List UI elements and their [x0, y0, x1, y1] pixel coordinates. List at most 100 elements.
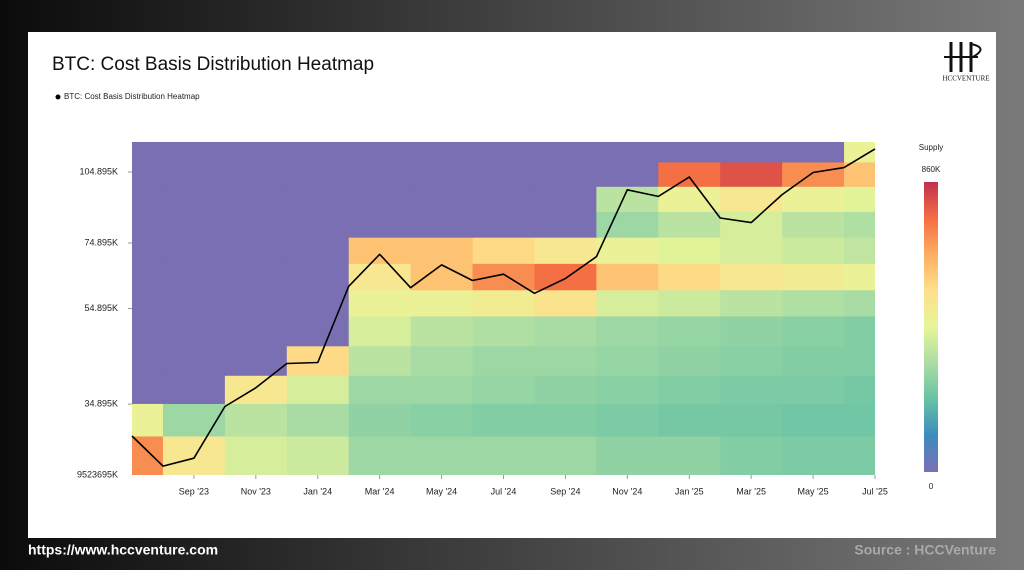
heat-cell	[410, 142, 474, 163]
heat-cell	[720, 263, 783, 291]
heat-cell	[348, 315, 412, 347]
heat-cell	[658, 315, 721, 347]
footer-url: https://www.hccventure.com	[28, 542, 218, 558]
heat-cell	[472, 263, 535, 291]
heat-cell	[844, 435, 875, 475]
heat-cell	[162, 237, 226, 264]
heat-cell	[658, 375, 721, 404]
heat-cell	[472, 403, 535, 437]
heat-cell	[348, 375, 412, 404]
heat-cell	[286, 315, 350, 347]
heat-cell	[782, 211, 845, 238]
y-min-label: 9523695K	[77, 469, 118, 479]
heat-cell	[224, 375, 288, 404]
heat-cell	[162, 142, 226, 163]
heat-cell	[472, 435, 535, 475]
heat-cell	[596, 315, 659, 347]
heat-cell	[720, 186, 783, 212]
heat-cell	[410, 161, 474, 187]
y-tick-label: 104.895K	[79, 166, 118, 176]
heat-cell	[224, 161, 288, 187]
heat-cell	[596, 403, 659, 437]
y-tick-label: 74.895K	[84, 237, 118, 247]
heat-cell	[132, 435, 164, 475]
heat-cell	[286, 403, 350, 437]
heat-cell	[348, 186, 412, 212]
y-tick-label: 34.895K	[84, 398, 118, 408]
heat-cell	[472, 161, 535, 187]
heat-cell	[132, 237, 164, 264]
heat-cell	[162, 435, 226, 475]
heat-cell	[782, 161, 845, 187]
heat-cell	[658, 142, 721, 163]
heat-cell	[534, 142, 597, 163]
heat-cell	[596, 263, 659, 291]
heat-cell	[162, 161, 226, 187]
heat-cell	[782, 403, 845, 437]
heat-cell	[224, 186, 288, 212]
heat-cell	[410, 435, 474, 475]
heat-cell	[534, 375, 597, 404]
heat-cell	[844, 161, 875, 187]
heat-cell	[596, 345, 659, 376]
x-tick-label: Jul '24	[491, 486, 517, 496]
legend-label: BTC: Cost Basis Distribution Heatmap	[64, 92, 200, 101]
colorbar	[924, 182, 938, 472]
heat-cell	[782, 315, 845, 347]
heat-cell	[286, 435, 350, 475]
heat-cell	[162, 211, 226, 238]
heat-cell	[658, 403, 721, 437]
heat-cell	[782, 289, 845, 317]
x-tick-label: Jul '25	[862, 486, 888, 496]
heat-cell	[224, 142, 288, 163]
heat-cell	[286, 186, 350, 212]
heat-cell	[224, 315, 288, 347]
heat-cell	[132, 186, 164, 212]
heat-cell	[844, 315, 875, 347]
heat-cell	[348, 435, 412, 475]
heat-cell	[782, 345, 845, 376]
heat-cell	[286, 237, 350, 264]
heat-cell	[132, 403, 164, 437]
heat-cell	[224, 211, 288, 238]
heat-cell	[844, 345, 875, 376]
heat-cell	[596, 237, 659, 264]
heat-cell	[596, 289, 659, 317]
heat-cell	[720, 211, 783, 238]
heat-cell	[132, 315, 164, 347]
logo: HCCVENTURE	[942, 42, 990, 83]
heat-cell	[132, 211, 164, 238]
heat-cell	[410, 345, 474, 376]
heat-cell	[224, 289, 288, 317]
heat-cell	[286, 263, 350, 291]
heat-cell	[844, 211, 875, 238]
heat-cell	[132, 142, 164, 163]
heat-cell	[410, 289, 474, 317]
heat-cell	[720, 289, 783, 317]
heat-cell	[132, 289, 164, 317]
heat-cell	[162, 315, 226, 347]
heat-cell	[132, 345, 164, 376]
heat-cell	[410, 315, 474, 347]
heat-cell	[844, 375, 875, 404]
heat-cell	[224, 263, 288, 291]
x-tick-label: Nov '24	[612, 486, 642, 496]
heat-cell	[534, 161, 597, 187]
heat-cell	[224, 237, 288, 264]
heat-cell	[534, 435, 597, 475]
heat-cell	[534, 263, 597, 291]
heat-cell	[782, 142, 845, 163]
heat-cell	[286, 289, 350, 317]
heat-cell	[596, 161, 659, 187]
heat-cell	[348, 161, 412, 187]
heat-cell	[658, 161, 721, 187]
heat-cell	[348, 403, 412, 437]
heat-cell	[658, 345, 721, 376]
heat-cell	[534, 403, 597, 437]
heat-cell	[720, 161, 783, 187]
heat-cell	[472, 186, 535, 212]
heat-cell	[162, 186, 226, 212]
heatmap	[132, 142, 875, 475]
heat-cell	[472, 315, 535, 347]
